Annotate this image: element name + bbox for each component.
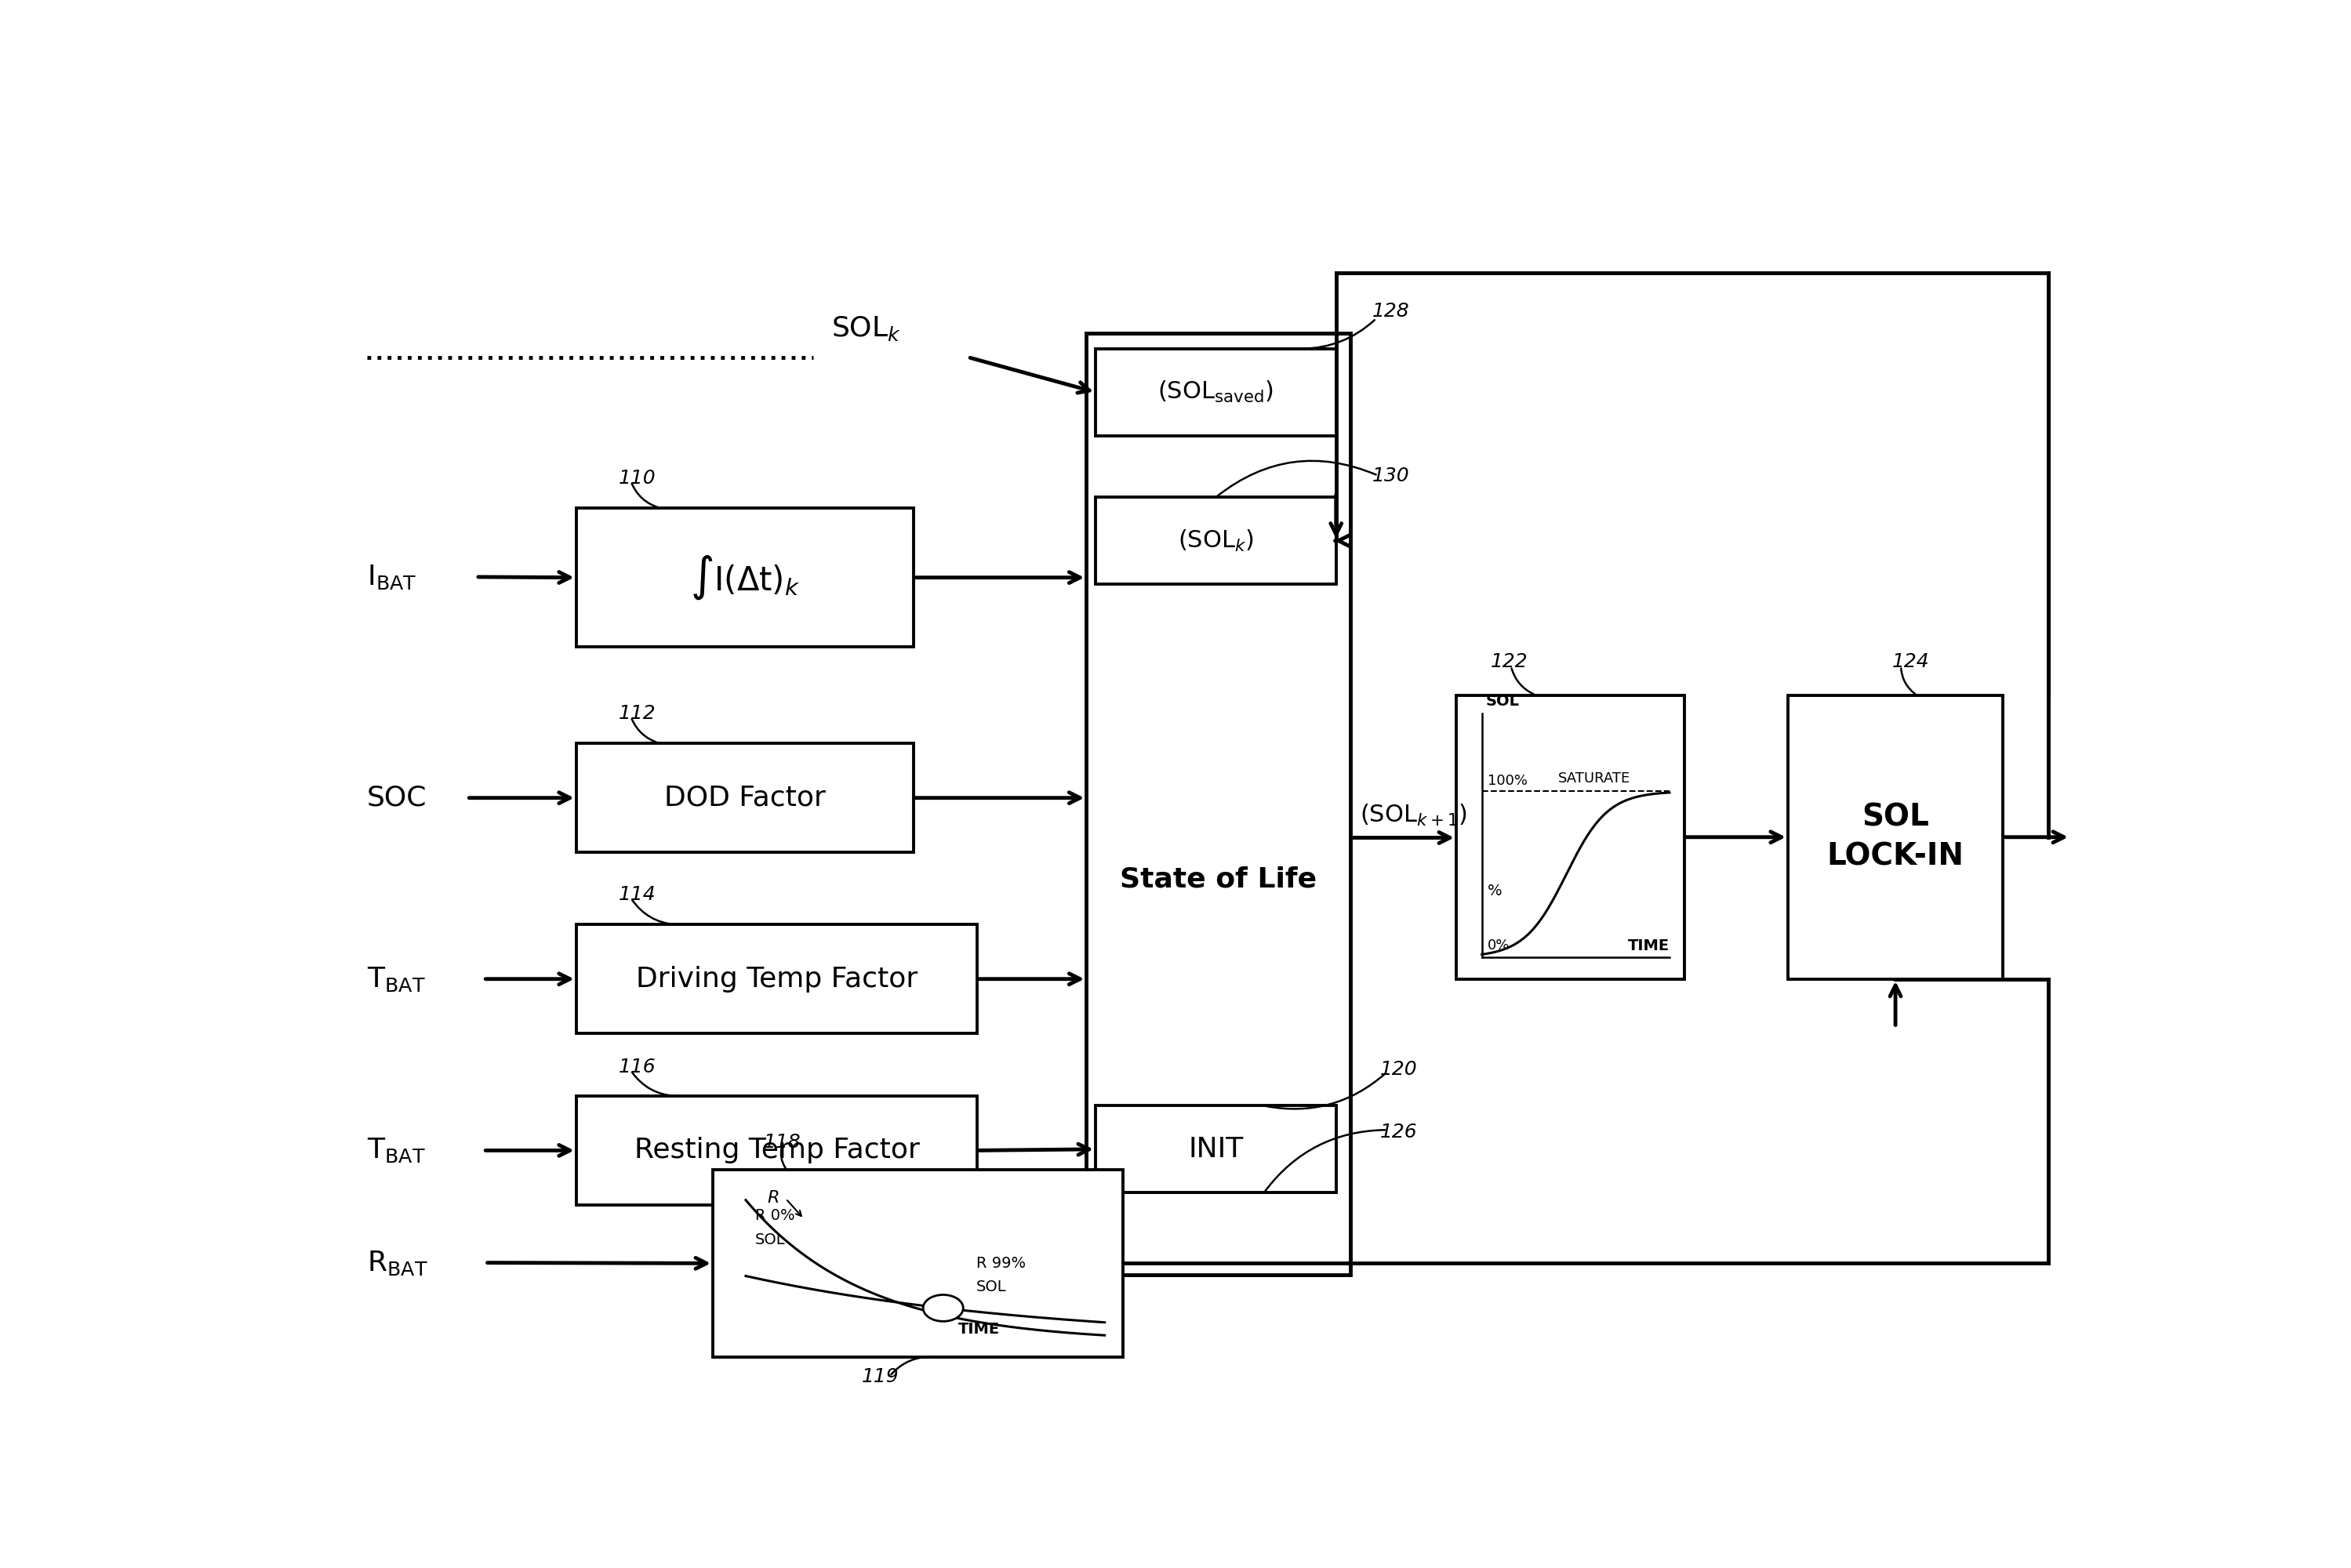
Text: (SOL$_{\mathregular{saved}}$): (SOL$_{\mathregular{saved}}$) xyxy=(1157,379,1274,405)
FancyBboxPatch shape xyxy=(576,508,912,648)
Text: 110: 110 xyxy=(618,469,656,488)
Text: R 0%: R 0% xyxy=(755,1209,795,1223)
Text: 0%: 0% xyxy=(1488,939,1509,953)
Text: SOL$_k$: SOL$_k$ xyxy=(832,315,900,343)
Text: 130: 130 xyxy=(1373,466,1411,485)
Text: T$_{\rm BAT}$: T$_{\rm BAT}$ xyxy=(367,964,426,993)
Text: T$_{\rm BAT}$: T$_{\rm BAT}$ xyxy=(367,1137,426,1165)
Circle shape xyxy=(924,1295,964,1322)
FancyBboxPatch shape xyxy=(1096,348,1335,436)
FancyBboxPatch shape xyxy=(1086,332,1349,1275)
Text: 126: 126 xyxy=(1380,1123,1418,1142)
FancyBboxPatch shape xyxy=(712,1170,1124,1356)
FancyBboxPatch shape xyxy=(1455,695,1683,978)
Text: 100%: 100% xyxy=(1488,773,1528,787)
Text: TIME: TIME xyxy=(959,1322,999,1336)
Text: 124: 124 xyxy=(1893,652,1930,671)
FancyBboxPatch shape xyxy=(576,1096,978,1204)
Text: SATURATE: SATURATE xyxy=(1559,771,1632,786)
FancyBboxPatch shape xyxy=(1096,1105,1335,1193)
Text: (SOL$_{k+1}$): (SOL$_{k+1}$) xyxy=(1359,803,1467,828)
Text: 116: 116 xyxy=(618,1058,656,1077)
FancyBboxPatch shape xyxy=(1096,497,1335,585)
Text: 112: 112 xyxy=(618,704,656,723)
Text: 120: 120 xyxy=(1380,1060,1418,1079)
Text: DOD Factor: DOD Factor xyxy=(663,784,825,811)
Text: Resting Temp Factor: Resting Temp Factor xyxy=(635,1137,919,1163)
Text: R 99%: R 99% xyxy=(976,1256,1025,1270)
FancyBboxPatch shape xyxy=(576,743,912,853)
Text: Driving Temp Factor: Driving Temp Factor xyxy=(635,966,917,993)
FancyBboxPatch shape xyxy=(576,925,978,1033)
Text: 122: 122 xyxy=(1491,652,1528,671)
Text: SOL: SOL xyxy=(1486,693,1519,709)
Text: 128: 128 xyxy=(1373,303,1411,321)
Text: INIT: INIT xyxy=(1187,1135,1244,1162)
Text: R$_{\rm BAT}$: R$_{\rm BAT}$ xyxy=(367,1248,428,1276)
Text: I$_{\rm BAT}$: I$_{\rm BAT}$ xyxy=(367,563,416,591)
Text: SOC: SOC xyxy=(367,784,428,811)
Text: R: R xyxy=(766,1190,778,1206)
Text: 118: 118 xyxy=(764,1132,802,1151)
Text: State of Life: State of Life xyxy=(1119,866,1317,892)
Text: 114: 114 xyxy=(618,884,656,903)
Text: TIME: TIME xyxy=(1627,939,1669,953)
Text: SOL: SOL xyxy=(976,1279,1006,1295)
Text: %: % xyxy=(1488,883,1502,898)
Text: $\int$I($\Delta$t)$_k$: $\int$I($\Delta$t)$_k$ xyxy=(689,554,799,601)
Text: 119: 119 xyxy=(863,1367,898,1386)
Text: SOL
LOCK-IN: SOL LOCK-IN xyxy=(1827,803,1963,872)
FancyBboxPatch shape xyxy=(1789,695,2003,978)
Text: (SOL$_k$): (SOL$_k$) xyxy=(1178,528,1253,554)
Text: SOL: SOL xyxy=(755,1232,785,1247)
